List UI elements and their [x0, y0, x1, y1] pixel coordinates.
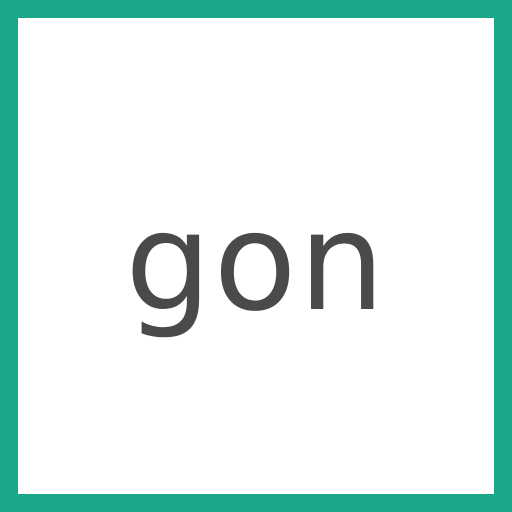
tile-word: gon	[125, 184, 387, 342]
